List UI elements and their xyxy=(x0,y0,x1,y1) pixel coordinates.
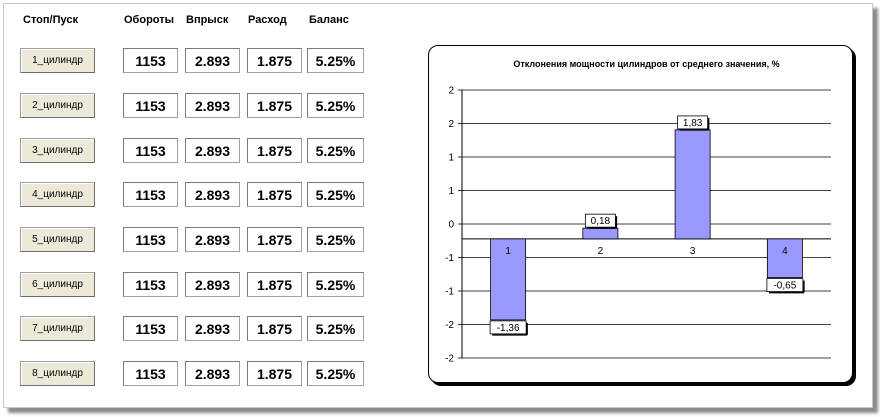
data-label: 0,18 xyxy=(591,216,611,227)
flow-value: 1.875 xyxy=(247,138,302,163)
header-start-stop: Стоп/Пуск xyxy=(23,14,78,26)
data-label-box xyxy=(677,115,709,130)
rpm-value: 1153 xyxy=(123,48,178,73)
y-tick-label: -1 xyxy=(445,253,454,264)
y-tick-label: 2 xyxy=(448,119,454,130)
y-tick-label: 1 xyxy=(448,186,454,197)
balance-value: 5.25% xyxy=(307,93,364,118)
data-label-box xyxy=(766,278,804,293)
injection-value: 2.893 xyxy=(185,93,240,118)
flow-value: 1.875 xyxy=(247,361,302,386)
category-label: 3 xyxy=(690,246,696,257)
data-label-box xyxy=(584,213,616,228)
rpm-value: 1153 xyxy=(123,227,178,252)
cylinder-4-button[interactable]: 4_цилиндр xyxy=(20,182,95,207)
chart-title: Отклонения мощности цилиндров от среднег… xyxy=(513,59,779,69)
header-flow: Расход xyxy=(248,14,287,26)
balance-value: 5.25% xyxy=(307,316,364,341)
flow-value: 1.875 xyxy=(247,316,302,341)
rpm-value: 1153 xyxy=(123,138,178,163)
balance-value: 5.25% xyxy=(307,227,364,252)
cylinder-5-button[interactable]: 5_цилиндр xyxy=(20,227,95,252)
rpm-value: 1153 xyxy=(123,316,178,341)
injection-value: 2.893 xyxy=(185,272,240,297)
y-tick-label: -2 xyxy=(445,354,454,365)
header-injection: Впрыск xyxy=(186,14,229,26)
cylinder-6-button[interactable]: 6_цилиндр xyxy=(20,272,95,297)
header-balance: Баланс xyxy=(309,14,349,26)
balance-value: 5.25% xyxy=(307,138,364,163)
cylinder-1-button[interactable]: 1_цилиндр xyxy=(20,48,95,73)
bar-cyl-1 xyxy=(490,238,527,321)
data-label: -0,65 xyxy=(773,281,796,292)
flow-value: 1.875 xyxy=(247,48,302,73)
rpm-value: 1153 xyxy=(123,182,178,207)
cylinder-7-button[interactable]: 7_цилиндр xyxy=(20,316,95,341)
rpm-value: 1153 xyxy=(123,272,178,297)
deviation-chart: Отклонения мощности цилиндров от среднег… xyxy=(445,59,831,365)
y-tick-label: 0 xyxy=(448,220,454,231)
flow-value: 1.875 xyxy=(247,272,302,297)
balance-value: 5.25% xyxy=(307,361,364,386)
flow-value: 1.875 xyxy=(247,182,302,207)
balance-value: 5.25% xyxy=(307,48,364,73)
category-label: 1 xyxy=(505,246,511,257)
deviation-chart-panel: Отклонения мощности цилиндров от среднег… xyxy=(428,45,853,383)
y-tick-label: -1 xyxy=(445,287,454,298)
injection-value: 2.893 xyxy=(185,182,240,207)
y-tick-label: 2 xyxy=(448,86,454,97)
balance-value: 5.25% xyxy=(307,182,364,207)
rpm-value: 1153 xyxy=(123,93,178,118)
data-label-box xyxy=(489,320,527,335)
category-label: 2 xyxy=(598,246,604,257)
injection-value: 2.893 xyxy=(185,48,240,73)
cylinder-3-button[interactable]: 3_цилиндр xyxy=(20,138,95,163)
rpm-value: 1153 xyxy=(123,361,178,386)
bar-cyl-2 xyxy=(582,227,619,240)
y-tick-label: -2 xyxy=(445,320,454,331)
cylinder-8-button[interactable]: 8_цилиндр xyxy=(20,361,95,386)
injection-value: 2.893 xyxy=(185,138,240,163)
category-label: 4 xyxy=(782,246,788,257)
balance-value: 5.25% xyxy=(307,272,364,297)
injection-value: 2.893 xyxy=(185,227,240,252)
cylinder-2-button[interactable]: 2_цилиндр xyxy=(20,93,95,118)
data-label: 1,83 xyxy=(683,118,703,129)
bar-cyl-3 xyxy=(674,129,711,240)
y-tick-label: 1 xyxy=(448,153,454,164)
data-label: -1,36 xyxy=(497,323,520,334)
injection-value: 2.893 xyxy=(185,316,240,341)
flow-value: 1.875 xyxy=(247,227,302,252)
injection-value: 2.893 xyxy=(185,361,240,386)
flow-value: 1.875 xyxy=(247,93,302,118)
bar-cyl-4 xyxy=(766,238,803,278)
header-rpm: Обороты xyxy=(124,14,175,26)
